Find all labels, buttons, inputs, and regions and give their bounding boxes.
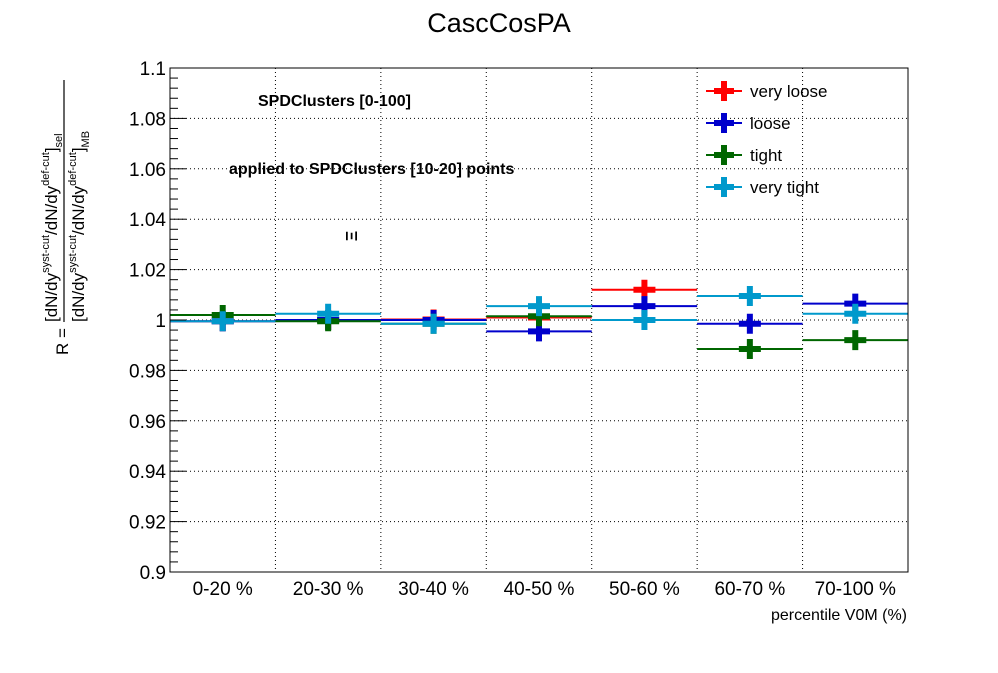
- data-layer: [170, 279, 908, 359]
- data-point: [738, 313, 761, 334]
- data-point: [844, 330, 867, 351]
- y-tick-label: 1: [155, 311, 166, 332]
- data-point: [317, 303, 340, 324]
- data-point: [528, 296, 550, 317]
- y-axis-title: R = [dN/dysyst-cut/dN/dydef-cut]sel [dN/…: [40, 80, 92, 355]
- x-axis: 0-20 % 20-30 % 30-40 % 40-50 % 50-60 % 60-70 …: [193, 579, 896, 600]
- legend-marker: [714, 81, 734, 101]
- y-tick-label: 0.9: [140, 563, 166, 584]
- x-tick-label: 60-70 %: [714, 579, 785, 600]
- x-tick-label: 40-50 %: [504, 579, 575, 600]
- y-tick-label: 0.94: [129, 462, 166, 483]
- y-tick-label: 0.96: [129, 412, 166, 433]
- data-point: [738, 338, 761, 359]
- chart-title: CascCosPA: [427, 8, 571, 38]
- y-tick-label: 0.98: [129, 361, 166, 382]
- annotation-spdclusters: SPDClusters [0-100]: [258, 93, 411, 110]
- legend-label: very loose: [750, 82, 827, 101]
- annotation-particle: Ξ: [344, 231, 361, 241]
- y-axis-title-prefix: R =: [53, 328, 72, 355]
- legend-marker: [714, 113, 734, 133]
- x-tick-label: 30-40 %: [398, 579, 469, 600]
- legend-label: loose: [750, 114, 791, 133]
- y-axis-title-denominator: [dN/dysyst-cut/dN/dydef-cut]MB: [67, 131, 92, 322]
- data-point: [738, 286, 761, 307]
- annotation-applied: applied to SPDClusters [10-20] points: [229, 161, 514, 178]
- data-point: [422, 313, 445, 334]
- x-tick-label: 70-100 %: [815, 579, 896, 600]
- x-tick-label: 20-30 %: [293, 579, 364, 600]
- x-tick-label: 0-20 %: [193, 579, 253, 600]
- y-tick-label: 1.06: [129, 160, 166, 181]
- data-point: [211, 311, 234, 332]
- y-tick-label: 1.1: [140, 59, 166, 80]
- legend-marker: [714, 177, 734, 197]
- data-point: [844, 303, 867, 324]
- x-tick-label: 50-60 %: [609, 579, 680, 600]
- y-tick-label: 1.04: [129, 210, 166, 231]
- y-tick-label: 1.02: [129, 261, 166, 282]
- y-tick-label: 0.92: [129, 513, 166, 534]
- legend-label: very tight: [750, 178, 819, 197]
- data-point: [633, 310, 656, 330]
- legend-label: tight: [750, 146, 782, 165]
- y-tick-label: 1.08: [129, 109, 166, 130]
- legend: very loose loose tight very tight: [706, 81, 827, 197]
- legend-marker: [714, 145, 734, 165]
- y-axis-title-numerator: [dN/dysyst-cut/dN/dydef-cut]sel: [40, 133, 65, 322]
- y-axis: 0.9 0.92 0.94 0.96 0.98 1 1.02 1.04 1.06 1.08 1.1: [129, 59, 186, 584]
- x-axis-title: percentile V0M (%): [771, 607, 907, 624]
